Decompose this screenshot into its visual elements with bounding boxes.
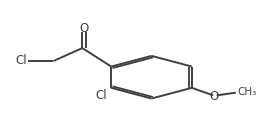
Text: CH₃: CH₃ (237, 87, 256, 97)
Text: Cl: Cl (15, 54, 27, 67)
Text: Cl: Cl (96, 89, 107, 102)
Text: O: O (210, 90, 219, 103)
Text: O: O (79, 22, 88, 35)
